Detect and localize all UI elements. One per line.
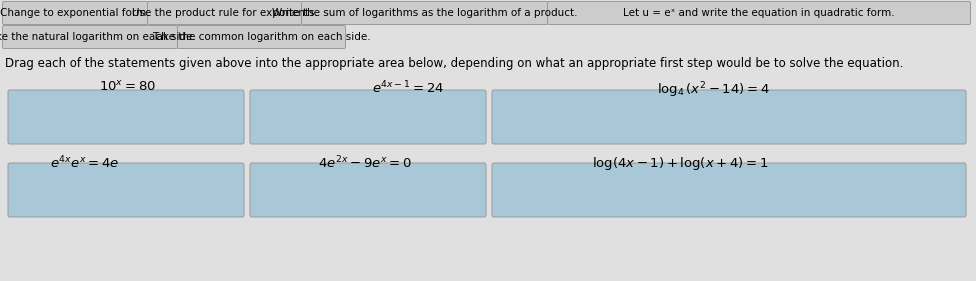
- FancyBboxPatch shape: [492, 90, 966, 144]
- FancyBboxPatch shape: [8, 90, 244, 144]
- Text: $e^{4x}e^x = 4e$: $e^{4x}e^x = 4e$: [51, 155, 120, 172]
- Text: $\log(4x-1) + \log(x+4) = 1$: $\log(4x-1) + \log(x+4) = 1$: [591, 155, 768, 172]
- Text: $10^x = 80$: $10^x = 80$: [100, 80, 156, 94]
- Text: Take the common logarithm on each side.: Take the common logarithm on each side.: [152, 32, 371, 42]
- FancyBboxPatch shape: [3, 26, 178, 49]
- FancyBboxPatch shape: [302, 1, 548, 24]
- Text: Write the sum of logarithms as the logarithm of a product.: Write the sum of logarithms as the logar…: [271, 8, 577, 18]
- FancyBboxPatch shape: [492, 163, 966, 217]
- FancyBboxPatch shape: [3, 1, 147, 24]
- FancyBboxPatch shape: [250, 90, 486, 144]
- FancyBboxPatch shape: [147, 1, 302, 24]
- Text: Let u = eˣ and write the equation in quadratic form.: Let u = eˣ and write the equation in qua…: [624, 8, 895, 18]
- FancyBboxPatch shape: [178, 26, 346, 49]
- Text: Drag each of the statements given above into the appropriate area below, dependi: Drag each of the statements given above …: [5, 57, 904, 70]
- Text: $\log_4(x^2 - 14) = 4$: $\log_4(x^2 - 14) = 4$: [657, 80, 769, 99]
- Text: Use the product rule for exponents.: Use the product rule for exponents.: [132, 8, 317, 18]
- FancyBboxPatch shape: [548, 1, 970, 24]
- Text: $e^{4x-1} = 24$: $e^{4x-1} = 24$: [372, 80, 444, 97]
- Text: Take the natural logarithm on each side.: Take the natural logarithm on each side.: [0, 32, 195, 42]
- Text: $4e^{2x} - 9e^x = 0$: $4e^{2x} - 9e^x = 0$: [318, 155, 412, 172]
- FancyBboxPatch shape: [8, 163, 244, 217]
- Text: Change to exponential form.: Change to exponential form.: [0, 8, 149, 18]
- FancyBboxPatch shape: [250, 163, 486, 217]
